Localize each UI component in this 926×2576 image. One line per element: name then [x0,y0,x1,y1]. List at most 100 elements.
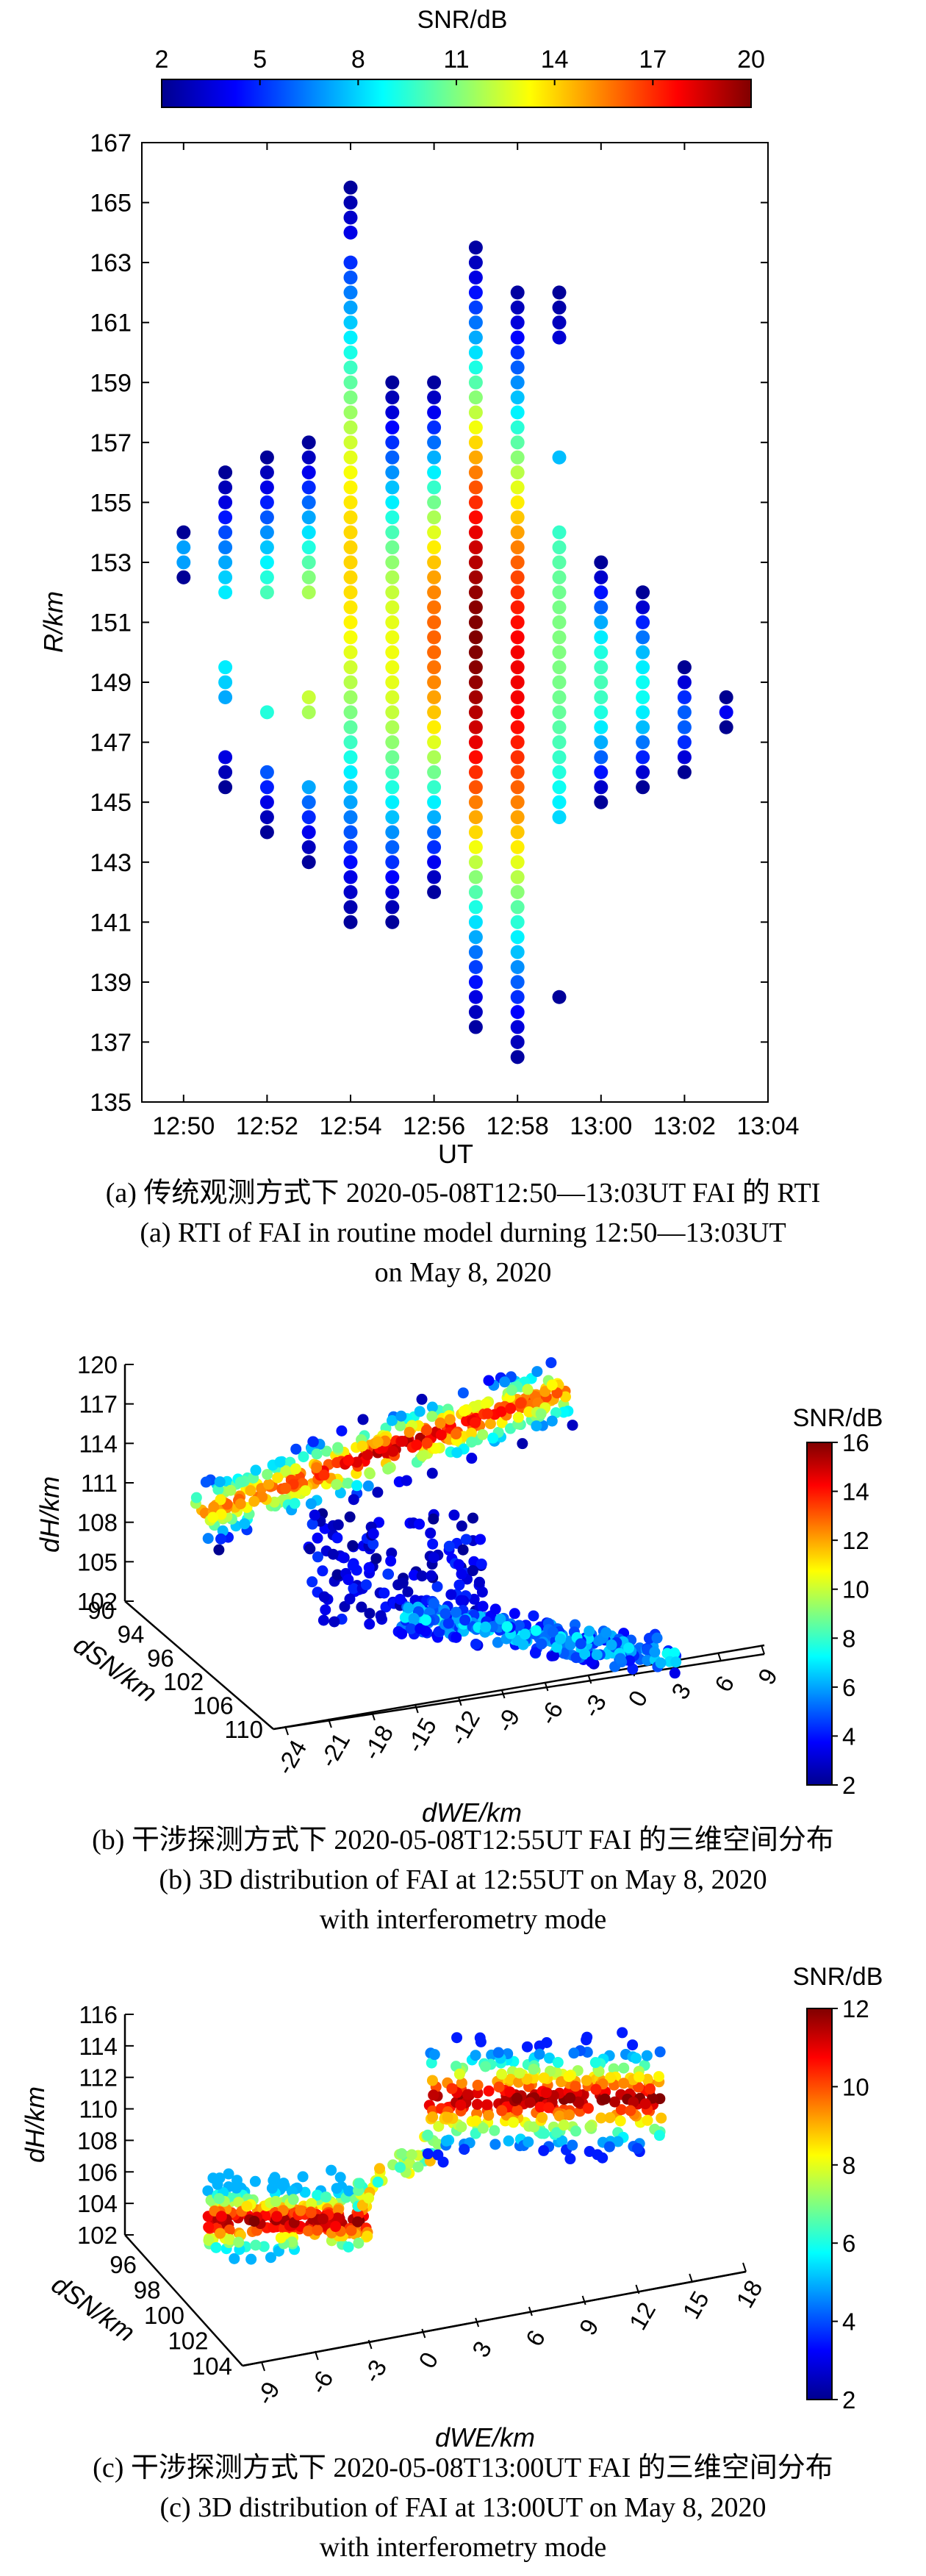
rti-point [552,330,567,345]
rti-point [343,630,358,645]
z-tick-label: 117 [79,1391,118,1418]
fai-point [372,1486,384,1498]
x-tick-label: 3 [666,1678,696,1703]
rti-point [468,1005,483,1020]
fai-point [416,1393,428,1405]
rti-point [218,495,233,509]
rti-point [468,285,483,300]
rti-point [677,720,692,734]
fai-point [641,2050,653,2061]
fai-point [422,2129,434,2141]
fai-point [215,2211,227,2222]
y-tick-label: 141 [90,909,132,937]
fai-point [514,2067,525,2079]
rti-point [510,705,525,720]
fai-point [656,2112,667,2124]
rti-point [510,945,525,959]
x-tick-label: 0 [413,2347,443,2372]
z-tick-label: 111 [81,1470,118,1497]
rti-point [468,870,483,884]
fai-point [649,1646,661,1658]
fai-point [480,1621,492,1633]
caption-b-en-2: with interferometry mode [319,1904,607,1935]
fai-point [241,2200,253,2212]
fai-point [472,2087,484,2099]
colorbar-tick-label: 4 [842,2308,855,2336]
rti-point [468,990,483,1004]
fai-point [330,2221,342,2233]
fai-point [584,1625,595,1637]
y-tick-label: 94 [118,1620,145,1647]
colorbar-tick-label: 2 [842,2386,855,2414]
rti-point [510,600,525,615]
fai-point [356,1440,368,1452]
rti-point [385,705,400,720]
rti-point [218,540,233,555]
rti-point [427,810,442,825]
fai-point [499,1376,511,1388]
y-tick-label: 157 [90,429,132,457]
fai-point [317,1614,329,1626]
rti-point [468,615,483,629]
rti-point [510,465,525,480]
x-tick-label: 13:00 [570,1112,632,1140]
z-tick-label: 105 [77,1548,118,1575]
rti-point [385,645,400,659]
fai-point [320,2191,332,2203]
rti-point [510,390,525,405]
fai-point [630,2053,642,2064]
fai-point [203,2234,215,2246]
rti-point [385,540,400,555]
rti-point [510,300,525,315]
rti-point [343,900,358,915]
y-tick-label: 137 [90,1028,132,1056]
fai-point [414,1406,426,1417]
x-tick [717,1652,722,1662]
rti-point [636,585,650,600]
fai-point [304,1543,316,1555]
fai-point [492,1636,503,1648]
rti-point [259,540,274,555]
rti-point [259,495,274,509]
colorbar-tick-label: 16 [842,1429,869,1456]
rti-point [594,720,609,734]
caption-a-en-1: (a) RTI of FAI in routine model durning … [140,1217,786,1248]
fai-point [476,1586,488,1598]
rti-point [343,225,358,240]
rti-point [552,735,567,750]
rti-point [385,450,400,465]
rti-point [343,585,358,600]
fai-point [513,2076,525,2088]
fai-point [455,2099,467,2111]
fai-point [528,2121,540,2133]
z-tick-label: 110 [79,2096,118,2123]
colorbar-tick-label: 8 [842,2152,855,2179]
rti-point [427,855,442,870]
rti-point [468,795,483,809]
rti-point [594,750,609,765]
fai-point [451,1631,462,1643]
fai-point [331,1478,342,1490]
fai-point [484,1418,496,1430]
rti-point [427,570,442,584]
fai-point [560,1391,572,1403]
fai-point [258,2241,270,2253]
fai-point [348,1583,359,1595]
rti-point [385,615,400,629]
fai-point [287,2194,299,2205]
rti-point [468,660,483,675]
rti-point [510,405,525,420]
colorbar-tick-label: 6 [842,1674,855,1701]
fai-point [481,1408,493,1420]
rti-point [427,480,442,495]
rti-point [552,630,567,645]
fai-point [215,1533,227,1545]
rti-point [385,435,400,450]
fai-point [480,1398,492,1410]
y-tick-label: 163 [90,249,132,277]
fai-point [299,1485,311,1497]
fai-point [334,2172,346,2183]
fai-point [245,1485,256,1497]
rti-point [385,660,400,675]
fai-point [271,2211,283,2222]
